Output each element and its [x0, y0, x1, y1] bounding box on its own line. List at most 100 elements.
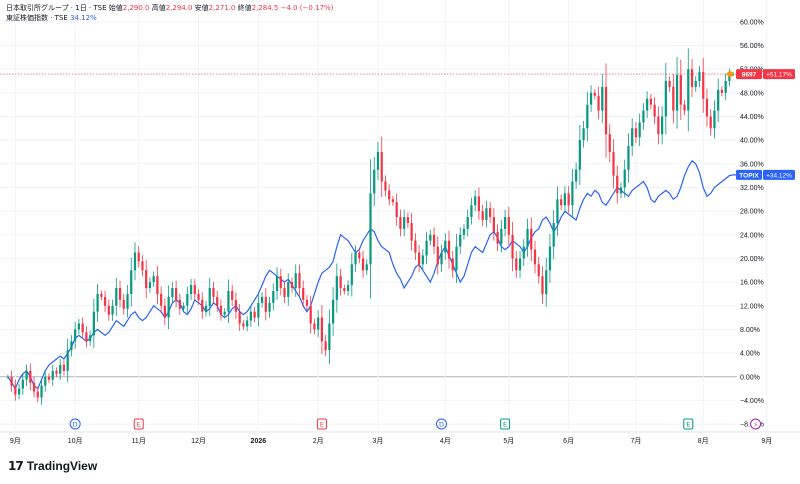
event-marker-earnings_red[interactable]: E	[133, 418, 144, 430]
candle	[350, 252, 353, 297]
candle-body	[51, 370, 54, 380]
candle-body	[47, 376, 51, 380]
candle	[253, 306, 256, 323]
candle-body	[657, 116, 660, 135]
event-marker-split[interactable]: ⚡	[750, 418, 762, 430]
candle-body	[586, 104, 589, 129]
candle-body	[616, 175, 619, 194]
candle-body	[201, 299, 204, 312]
y-tick-label: 0.00%	[740, 374, 760, 381]
candle-body	[182, 305, 185, 309]
candle	[178, 293, 181, 315]
main-price-badge-symbol-bg	[736, 69, 762, 80]
candle-body	[447, 240, 451, 259]
candle	[298, 264, 301, 297]
candle-body	[36, 391, 39, 398]
candle-body	[631, 128, 634, 147]
candle	[657, 106, 660, 145]
candle-body	[335, 276, 338, 300]
candle-body	[732, 74, 735, 75]
candle	[313, 318, 316, 335]
candle-body	[305, 299, 309, 306]
y-tick-label: 24.00%	[740, 232, 764, 239]
candle-body	[511, 234, 514, 259]
event-marker-earnings_green[interactable]: E	[683, 418, 694, 430]
candle	[115, 277, 118, 316]
candle-body	[216, 296, 219, 306]
candle-body	[530, 228, 533, 250]
candle	[608, 124, 611, 163]
event-marker-dividend[interactable]: D	[69, 418, 81, 430]
candle-body	[578, 140, 581, 170]
event-marker-label: D	[73, 421, 78, 429]
x-tick-label: 2026	[251, 438, 267, 445]
candle	[604, 63, 608, 158]
event-marker-shape	[436, 418, 448, 430]
candle-body	[14, 385, 17, 395]
y-tick-label: −4.00%	[740, 398, 764, 405]
candle	[518, 250, 522, 278]
candle-body	[275, 276, 279, 291]
candle-body	[163, 305, 167, 318]
candle	[167, 285, 170, 330]
event-marker-earnings_green[interactable]: E	[500, 418, 511, 430]
event-marker-shape	[133, 418, 144, 430]
legend-high-label: 高値	[151, 4, 166, 12]
x-tick-label: 2月	[313, 437, 324, 445]
candle-body	[444, 240, 447, 253]
candle-body	[380, 151, 383, 182]
candle	[107, 299, 110, 321]
candle	[388, 184, 391, 206]
candle-body	[462, 228, 466, 235]
candle	[290, 277, 294, 293]
clock-icon	[727, 71, 733, 78]
candle-body	[724, 80, 727, 93]
benchmark-badge-value: +34.12%	[766, 172, 792, 179]
candle-body	[384, 181, 387, 191]
candle-body	[287, 282, 290, 297]
legend-main-name[interactable]: 日本取引所グループ · 1日 · TSE	[6, 4, 107, 12]
tradingview-logo[interactable]: 17 TradingView	[8, 458, 97, 474]
candle	[470, 197, 473, 225]
candle-body	[518, 258, 522, 271]
candle-body	[100, 293, 103, 297]
candle-body	[212, 288, 215, 297]
candle	[593, 89, 596, 100]
candle	[148, 277, 152, 293]
candle	[683, 99, 686, 116]
candle-body	[331, 299, 335, 324]
event-marker-earnings_red[interactable]: E	[316, 418, 327, 430]
candle	[631, 118, 634, 157]
candle	[702, 58, 705, 113]
candle-body	[668, 80, 671, 87]
candle-body	[111, 305, 114, 315]
candle	[36, 386, 39, 403]
y-tick-label: 12.00%	[740, 303, 764, 310]
candle	[732, 71, 735, 77]
candle-body	[343, 288, 346, 291]
candle	[474, 190, 477, 212]
candle-body	[526, 228, 529, 247]
candle	[14, 379, 17, 401]
candle-body	[279, 276, 282, 289]
candle-body	[604, 86, 608, 135]
candle	[156, 266, 159, 305]
candle-body	[541, 276, 544, 294]
event-marker-dividend[interactable]: D	[436, 418, 448, 430]
candle-body	[44, 376, 47, 386]
candle-body	[403, 217, 406, 229]
candle	[197, 289, 200, 305]
candle	[201, 292, 204, 320]
candle	[174, 280, 178, 308]
candle-body	[522, 246, 525, 259]
candle-body	[231, 290, 234, 300]
legend-bench-name[interactable]: 東証株価指数 · TSE	[6, 14, 68, 22]
event-marker-label: D	[439, 421, 444, 429]
candle	[649, 93, 653, 110]
candle	[317, 310, 320, 337]
candle-body	[361, 258, 365, 271]
candle	[44, 370, 47, 392]
candle-body	[62, 364, 66, 371]
